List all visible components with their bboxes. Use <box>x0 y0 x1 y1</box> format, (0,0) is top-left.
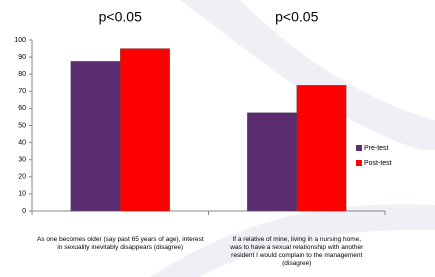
y-tick-label: 80 <box>18 71 26 78</box>
bar <box>297 85 346 211</box>
page: 0 10 20 30 40 50 60 70 80 90 100 p<0.05 p<0.05 Pre-te… <box>0 0 435 277</box>
bar <box>247 113 296 211</box>
legend-label: Pre-test <box>364 145 389 152</box>
y-tick-label: 10 <box>18 191 26 198</box>
y-tick-label: 20 <box>18 174 26 181</box>
y-tick-label: 30 <box>18 157 26 164</box>
x-tick-label: As one becomes older (say past 65 years … <box>35 236 205 252</box>
y-tick-label: 40 <box>18 139 26 146</box>
y-tick-label: 70 <box>18 88 26 95</box>
y-tick-label: 50 <box>18 122 26 129</box>
x-tick-label: If a relative of mine, living in a nursi… <box>229 236 364 268</box>
y-tick-label: 90 <box>18 54 26 61</box>
legend-label: Post-test <box>364 160 392 167</box>
y-tick-label: 60 <box>18 105 26 112</box>
annotation: p<0.05 <box>275 9 318 25</box>
y-tick-label: 0 <box>22 208 26 215</box>
bar <box>120 49 169 211</box>
bar <box>71 61 120 211</box>
annotation: p<0.05 <box>99 9 142 25</box>
legend-swatch <box>356 145 362 151</box>
y-tick-label: 100 <box>14 37 26 44</box>
legend-swatch <box>356 160 362 166</box>
